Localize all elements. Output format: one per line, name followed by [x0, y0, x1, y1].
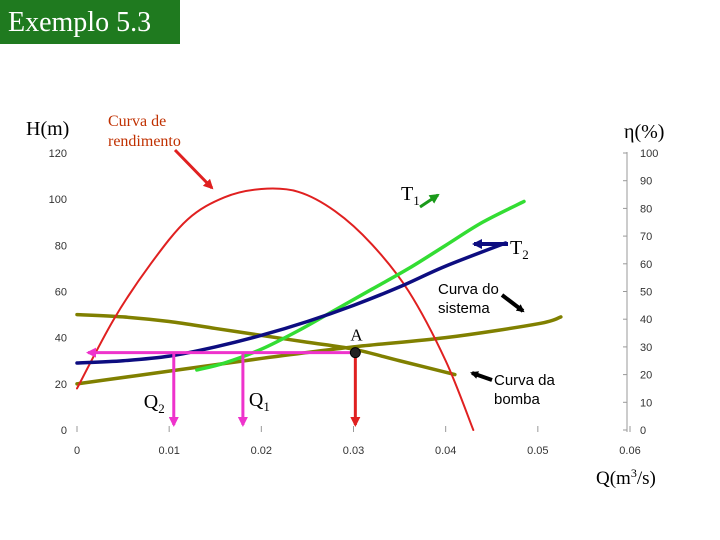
y-right-tick-label: 70 — [640, 231, 652, 243]
y-left-tick-labels: 0 20 40 60 80 100 120 — [49, 148, 67, 437]
efficiency-label-line1: Curva de — [108, 113, 166, 130]
x-tick-label: 0.06 — [619, 445, 640, 457]
x-tick-label: 0.04 — [435, 445, 456, 457]
y-right-tick-label: 60 — [640, 259, 652, 271]
t2-label: T2 — [510, 237, 529, 262]
x-tick-label: 0.02 — [251, 445, 272, 457]
y-left-tick-label: 40 — [55, 333, 67, 345]
system2-curve — [75, 241, 508, 365]
series-group — [75, 187, 563, 431]
y-right-tick-label: 0 — [640, 425, 646, 437]
t1-pointer-arrow — [419, 193, 440, 209]
system-curve-pointer-arrow — [500, 293, 525, 313]
x-tick-label: 0.03 — [343, 445, 364, 457]
y-left-tick-label: 80 — [55, 240, 67, 252]
x-tick-label: 0.05 — [527, 445, 548, 457]
q1-label: Q1 — [249, 389, 270, 414]
y-right-tick-label: 80 — [640, 203, 652, 215]
title-banner — [0, 0, 180, 44]
y-right-tick-label: 100 — [640, 148, 658, 160]
page-title: Exemplo 5.3 — [8, 7, 151, 38]
y-right-tick-label: 40 — [640, 314, 652, 326]
pump-curve-pointer-arrow — [470, 371, 493, 382]
t1-label: T1 — [401, 183, 420, 208]
operating-point-label: A — [350, 326, 363, 345]
y-left-tick-label: 100 — [49, 194, 67, 206]
y-right-tick-label: 30 — [640, 342, 652, 354]
y-left-tick-label: 0 — [61, 425, 67, 437]
y-right-tick-labels: 0 10 20 30 40 50 60 70 80 90 100 — [623, 148, 658, 437]
x-axis-label: Q(m3/s) — [596, 466, 656, 489]
q2-label: Q2 — [144, 391, 165, 416]
y-right-tick-label: 90 — [640, 176, 652, 188]
y-right-tick-label: 20 — [640, 370, 652, 382]
y-right-tick-label: 10 — [640, 397, 652, 409]
x-tick-labels: 0 0.01 0.02 0.03 0.04 0.05 0.06 — [74, 426, 641, 457]
y-right-axis-label: η(%) — [624, 121, 664, 143]
y-left-tick-label: 20 — [55, 379, 67, 391]
efficiency-pointer-arrow — [173, 148, 214, 190]
efficiency-curve — [76, 187, 475, 431]
y-right-tick-label: 50 — [640, 287, 652, 299]
y-left-axis-label: H(m) — [26, 118, 69, 140]
pump-curve-label-line1: Curva da — [494, 372, 556, 389]
system-curve-label-line2: sistema — [438, 300, 490, 317]
pump1-curve — [75, 312, 457, 377]
system-curve-label-line1: Curva do — [438, 281, 499, 298]
y-left-tick-label: 60 — [55, 287, 67, 299]
pump2-curve — [75, 315, 563, 386]
efficiency-label-line2: rendimento — [108, 133, 181, 150]
pump-curve-label-line2: bomba — [494, 391, 541, 408]
y-left-tick-label: 120 — [49, 148, 67, 160]
x-tick-label: 0 — [74, 445, 80, 457]
operating-point-marker — [349, 347, 361, 359]
pointer-group — [86, 347, 361, 427]
x-tick-label: 0.01 — [158, 445, 179, 457]
